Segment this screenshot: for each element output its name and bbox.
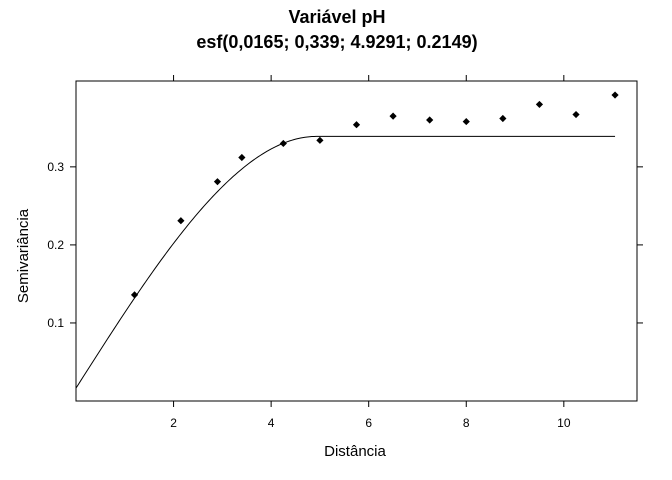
data-point [426,116,434,124]
data-point [535,100,544,109]
y-tick-label: 0.2 [47,238,64,252]
data-point [572,110,580,119]
x-tick-label: 2 [170,416,177,430]
chart-title: Variável pH [288,7,385,27]
data-point [213,178,222,186]
data-points [130,91,619,299]
data-point [611,91,619,99]
data-point [279,139,287,148]
x-axis-ticks: 2 4 6 8 10 [170,75,571,430]
data-point [499,114,507,123]
y-tick-label: 0.3 [47,160,64,174]
chart-subtitle: esf(0,0165; 0,339; 4.9291; 0.2149) [196,32,477,52]
plot-frame [75,80,638,402]
spherical-model-curve [75,135,616,389]
x-tick-label: 4 [268,416,275,430]
data-point [462,117,470,126]
data-point [316,136,324,144]
data-point [130,291,139,299]
y-tick-label: 0.1 [47,316,64,330]
data-point [389,112,397,120]
x-tick-label: 10 [557,416,571,430]
x-tick-label: 6 [365,416,372,430]
x-axis-label: Distância [324,443,386,460]
y-axis-ticks: 0.1 0.2 0.3 [47,160,643,330]
data-point [177,217,185,225]
data-point [238,153,246,162]
y-axis-label: Semivariância [15,208,32,303]
x-tick-label: 8 [463,416,470,430]
data-point [352,121,361,129]
